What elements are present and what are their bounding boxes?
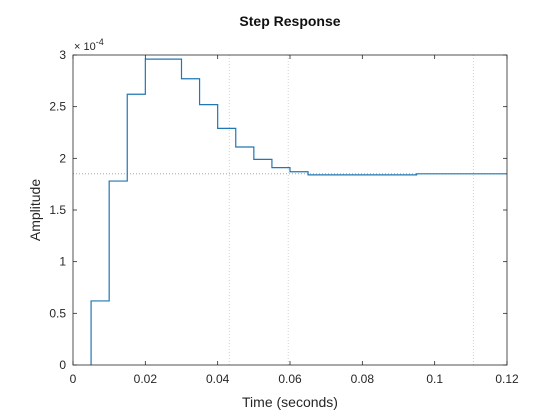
y-exponent-power: -4 — [96, 37, 104, 47]
x-tick-label: 0 — [70, 372, 77, 386]
x-axis-ticks: 0 0.02 0.04 0.06 0.08 0.1 0.12 — [70, 55, 519, 386]
y-tick-label: 2.5 — [49, 100, 66, 114]
plot-area — [73, 55, 507, 365]
y-tick-label: 2 — [59, 151, 66, 165]
y-tick-label: 1 — [59, 255, 66, 269]
y-tick-label: 0 — [59, 358, 66, 372]
chart-title: Step Response — [239, 13, 340, 29]
y-tick-label: 0.5 — [49, 306, 66, 320]
y-tick-label: 3 — [59, 48, 66, 62]
x-tick-label: 0.1 — [426, 372, 443, 386]
y-exponent-base: × 10 — [74, 41, 96, 53]
x-axis-label: Time (seconds) — [242, 394, 338, 410]
x-tick-label: 0.04 — [206, 372, 230, 386]
y-axis-label: Amplitude — [27, 179, 43, 241]
step-response-curve — [90, 58, 507, 365]
y-tick-label: 1.5 — [49, 203, 66, 217]
x-tick-label: 0.06 — [278, 372, 302, 386]
x-tick-label: 0.02 — [134, 372, 158, 386]
y-axis-ticks: 0 0.5 1 1.5 2 2.5 3 — [49, 48, 507, 372]
settling-guides — [228, 55, 474, 365]
x-tick-label: 0.12 — [495, 372, 519, 386]
y-exponent-label: × 10-4 — [74, 37, 104, 53]
x-tick-label: 0.08 — [351, 372, 375, 386]
